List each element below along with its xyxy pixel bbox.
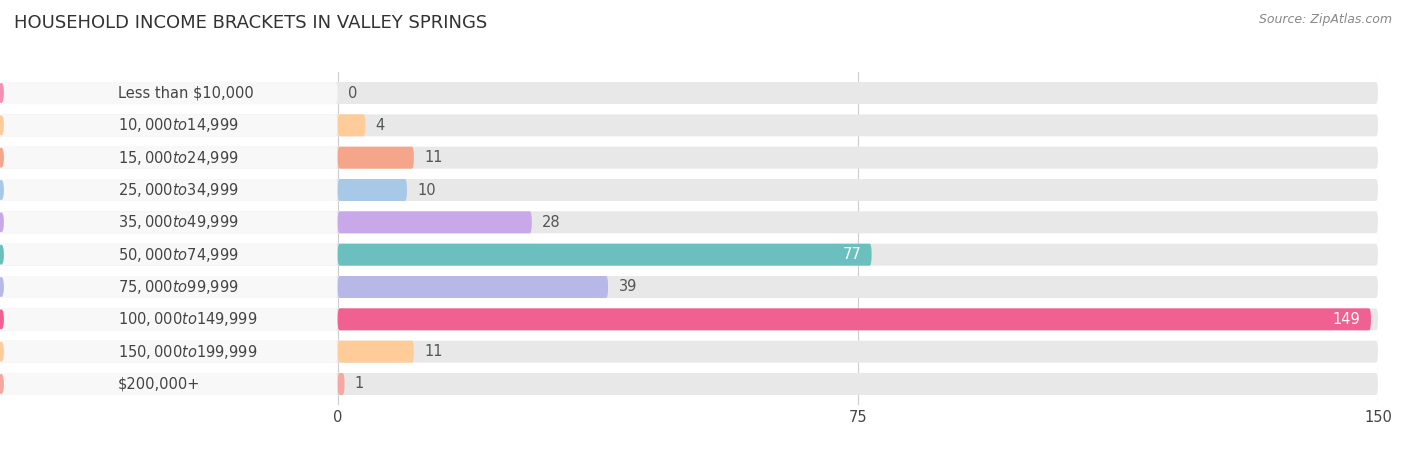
Text: Source: ZipAtlas.com: Source: ZipAtlas.com [1258, 14, 1392, 27]
Circle shape [0, 245, 3, 264]
FancyBboxPatch shape [0, 82, 337, 104]
FancyBboxPatch shape [0, 243, 337, 266]
FancyBboxPatch shape [0, 308, 1378, 330]
FancyBboxPatch shape [337, 373, 344, 395]
FancyBboxPatch shape [0, 276, 337, 298]
Circle shape [0, 310, 3, 328]
FancyBboxPatch shape [0, 308, 337, 330]
Text: $75,000 to $99,999: $75,000 to $99,999 [118, 278, 239, 296]
FancyBboxPatch shape [337, 308, 1371, 330]
Text: 11: 11 [425, 344, 443, 359]
FancyBboxPatch shape [0, 147, 337, 169]
FancyBboxPatch shape [337, 147, 413, 169]
Circle shape [0, 213, 3, 232]
Text: 149: 149 [1333, 312, 1361, 327]
FancyBboxPatch shape [337, 212, 531, 234]
Text: Less than $10,000: Less than $10,000 [118, 86, 254, 100]
Circle shape [0, 342, 3, 361]
Circle shape [0, 116, 3, 135]
FancyBboxPatch shape [0, 243, 1378, 266]
Text: $200,000+: $200,000+ [118, 377, 201, 392]
FancyBboxPatch shape [337, 276, 607, 298]
Text: 10: 10 [418, 183, 436, 198]
Text: $15,000 to $24,999: $15,000 to $24,999 [118, 148, 239, 166]
Circle shape [0, 148, 3, 167]
Circle shape [0, 84, 3, 102]
FancyBboxPatch shape [0, 212, 1378, 234]
FancyBboxPatch shape [337, 179, 406, 201]
Text: $100,000 to $149,999: $100,000 to $149,999 [118, 310, 257, 328]
Text: 11: 11 [425, 150, 443, 165]
FancyBboxPatch shape [0, 341, 1378, 363]
Text: $10,000 to $14,999: $10,000 to $14,999 [118, 117, 239, 135]
Text: 4: 4 [375, 118, 385, 133]
Text: 39: 39 [619, 279, 637, 294]
FancyBboxPatch shape [0, 114, 337, 136]
FancyBboxPatch shape [0, 341, 337, 363]
Text: 0: 0 [347, 86, 357, 100]
Text: $25,000 to $34,999: $25,000 to $34,999 [118, 181, 239, 199]
Text: HOUSEHOLD INCOME BRACKETS IN VALLEY SPRINGS: HOUSEHOLD INCOME BRACKETS IN VALLEY SPRI… [14, 14, 488, 32]
FancyBboxPatch shape [337, 114, 366, 136]
Text: $50,000 to $74,999: $50,000 to $74,999 [118, 246, 239, 264]
FancyBboxPatch shape [0, 373, 337, 395]
FancyBboxPatch shape [0, 82, 1378, 104]
FancyBboxPatch shape [0, 212, 337, 234]
Text: 1: 1 [354, 377, 364, 392]
Text: $150,000 to $199,999: $150,000 to $199,999 [118, 342, 257, 360]
FancyBboxPatch shape [337, 341, 413, 363]
FancyBboxPatch shape [0, 147, 1378, 169]
FancyBboxPatch shape [337, 243, 872, 266]
FancyBboxPatch shape [0, 179, 1378, 201]
FancyBboxPatch shape [0, 276, 1378, 298]
Circle shape [0, 180, 3, 199]
Circle shape [0, 375, 3, 393]
Circle shape [0, 278, 3, 297]
Text: $35,000 to $49,999: $35,000 to $49,999 [118, 213, 239, 231]
FancyBboxPatch shape [0, 179, 337, 201]
Text: 77: 77 [842, 247, 862, 262]
Text: 28: 28 [543, 215, 561, 230]
FancyBboxPatch shape [0, 114, 1378, 136]
FancyBboxPatch shape [0, 373, 1378, 395]
